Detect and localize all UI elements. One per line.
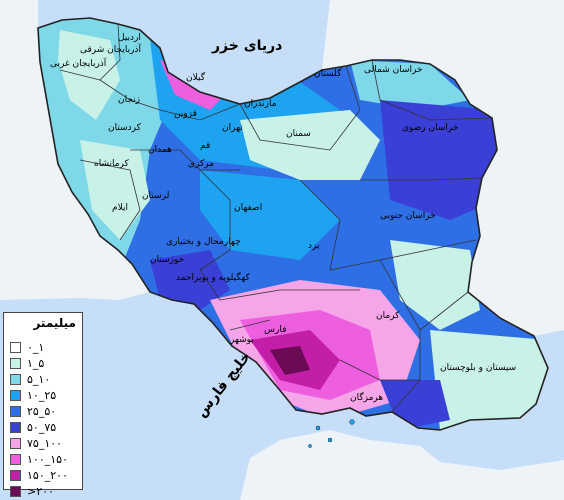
caspian-sea [160,0,322,104]
legend-swatch [10,389,21,401]
legend-swatch [10,421,21,433]
legend-swatch [10,453,21,465]
label-kermanshah: کرمانشاه [94,159,130,169]
legend-swatch [10,373,21,385]
zone-50-75-east [380,100,497,220]
zone-5-10-northeast [350,60,470,110]
label-semnan: سمنان [286,129,311,139]
legend-label: ۱۰۰_۱۵۰ [27,452,68,466]
zone-10-25-center [200,170,340,260]
label-ilam: ایلام [112,203,128,213]
legend-item: ۵_۱۰ [10,371,80,387]
legend: میلیمتر ۰_۱ ۱_۵ ۵_۱۰ ۱۰_۲۵ ۲۵_۵۰ ۵۰_۷۵ ۷۵_۱۰۰ ۱… [3,312,83,498]
label-mazandaran: مازندران [244,99,277,109]
zone-1-5-semnan [240,110,380,180]
label-golestan: گلستان [314,67,342,79]
province-labels: دریای خزر خلیج فارس اردبیل آذربایجان شرق… [50,33,516,420]
label-az-west: آذربایجان غربی [50,57,107,69]
label-tehran: تهران [222,123,243,133]
legend-item: ۱۵۰_۲۰۰ [10,467,80,483]
label-qazvin: قزوین [174,109,197,119]
legend-item: ۰_۱ [10,339,80,355]
label-markazi: مرکزی [188,159,214,169]
legend-label: ۱۵۰_۲۰۰ [27,468,68,482]
label-khorasan-south: خراسان جنوبی [380,211,436,221]
legend-item: ۱_۵ [10,355,80,371]
label-caspian-sea: دریای خزر [211,38,282,54]
label-sistan: سیستان و بلوچستان [440,363,516,373]
legend-label: ۷۵_۱۰۰ [27,436,63,450]
label-kohgiluyeh: کهگیلویه و بویراحمد [176,271,250,283]
legend-item: ۵۰_۷۵ [10,419,80,435]
label-isfahan: اصفهان [234,203,262,213]
legend-item: >۲۰۰ [10,483,80,499]
label-qom: قم [200,141,210,151]
label-khorasan-razavi: خراسان رضوی [402,123,458,133]
legend-label: >۲۰۰ [27,484,54,498]
legend-swatch [10,437,21,449]
label-khuzestan: خوزستان [150,255,184,265]
legend-label: ۰_۱ [27,340,45,354]
land-south [240,430,564,500]
legend-item: ۱۰۰_۱۵۰ [10,451,80,467]
label-kurdistan: کردستان [108,123,142,133]
label-bushehr: بوشهر [229,335,254,345]
legend-item: ۱۰_۲۵ [10,387,80,403]
legend-swatch [10,341,21,353]
zone-1-5-southeast [430,330,548,430]
gulf-islands [308,419,355,448]
label-zanjan: زنجان [118,95,140,105]
label-kerman: کرمان [376,311,400,321]
label-chaharmahal: چهارمحال و بختیاری [166,237,241,247]
legend-label: ۱۰_۲۵ [27,388,57,402]
legend-item: ۷۵_۱۰۰ [10,435,80,451]
legend-swatch [10,485,21,497]
label-hamedan: همدان [148,145,172,155]
label-lorestan: لرستان [142,191,169,201]
legend-list: ۰_۱ ۱_۵ ۵_۱۰ ۱۰_۲۵ ۲۵_۵۰ ۵۰_۷۵ ۷۵_۱۰۰ ۱۰۰_۱۵۰ ۱۵… [10,339,80,499]
label-gilan: گیلان [186,71,206,83]
label-az-east: آذربایجان شرقی [80,43,141,55]
label-fars: فارس [264,325,286,335]
label-hormozgan: هرمزگان [350,391,383,403]
legend-label: ۵۰_۷۵ [27,420,57,434]
iran-border [37,17,549,431]
province-boundaries [59,23,493,413]
legend-label: ۲۵_۵۰ [27,404,57,418]
label-ardabil: اردبیل [118,33,141,43]
legend-swatch [10,469,21,481]
legend-label: ۱_۵ [27,356,45,370]
zone-1-5-west [80,140,150,240]
legend-swatch [10,357,21,369]
legend-label: ۵_۱۰ [27,372,51,386]
zone-1-5-kerman-east [390,240,480,330]
legend-item: ۲۵_۵۰ [10,403,80,419]
zone-1-5-northwest [58,30,120,120]
legend-title: میلیمتر [33,316,76,330]
zone-over-200-fars [270,346,310,375]
land-east [322,0,564,336]
label-yazd: یزد [308,241,320,251]
legend-swatch [10,405,21,417]
zone-50-75-southwest [150,250,230,310]
label-khorasan-north: خراسان شمالی [364,65,423,75]
land-west [0,0,150,300]
